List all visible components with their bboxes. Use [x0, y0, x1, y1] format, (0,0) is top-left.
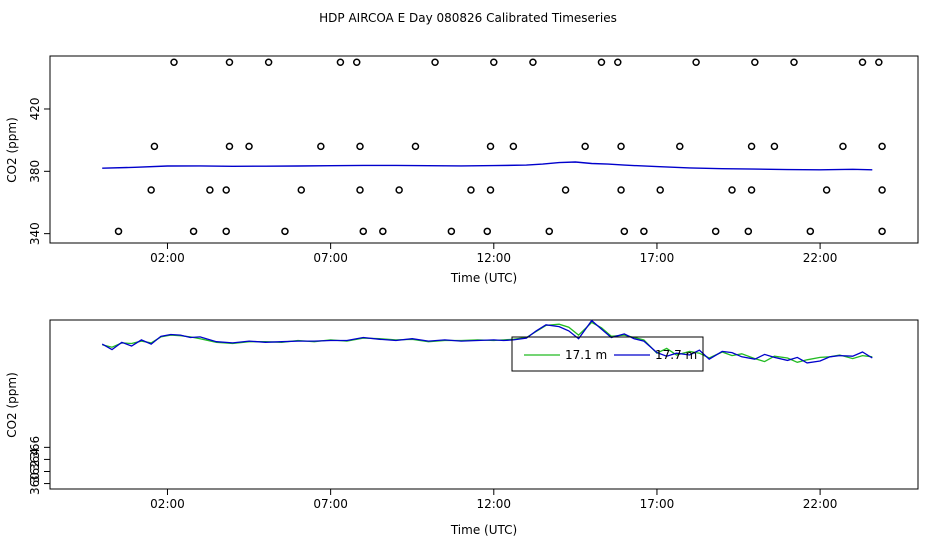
calibration-point: [222, 186, 230, 194]
calibration-point: [467, 186, 475, 194]
calibration-point: [561, 186, 570, 194]
y-tick-label: 380: [28, 160, 42, 183]
bottom-plot-marks: [101, 319, 873, 364]
calibration-point: [114, 227, 123, 236]
calibration-point: [379, 227, 387, 236]
calibration-point: [411, 142, 420, 151]
y-tick-label: 420: [28, 98, 42, 121]
top-plot-marks: [102, 58, 886, 236]
legend-box: [511, 336, 704, 372]
calibration-point: [617, 142, 625, 151]
calibration-point: [483, 227, 492, 236]
top-x-axis: 02:00 07:00 12:00 17:00 22:00: [150, 243, 837, 265]
top-y-axis: 340 380 420: [28, 98, 50, 245]
calibration-point: [225, 142, 234, 151]
calibration-point: [744, 227, 753, 236]
x-tick-label: 17:00: [640, 251, 675, 265]
calibration-point: [352, 58, 361, 66]
x-tick-label: 22:00: [803, 497, 838, 511]
x-tick-label: 22:00: [803, 251, 838, 265]
calibration-point: [317, 142, 325, 151]
series-line-blue: [101, 319, 873, 364]
calibration-point: [878, 186, 886, 194]
calibration-point: [640, 227, 648, 236]
calibration-point: [620, 227, 629, 236]
ambient-co2-line: [102, 161, 873, 171]
calibration-point: [297, 186, 306, 194]
calibration-point: [597, 58, 606, 66]
x-tick-label: 02:00: [150, 251, 185, 265]
bottom-y-axis-label: CO2 (ppm): [5, 372, 19, 438]
calibration-point: [875, 58, 883, 66]
calibration-point: [359, 227, 368, 236]
calibration-point: [222, 227, 230, 236]
legend-label-green: 17.1 m: [565, 348, 607, 362]
calibration-point: [581, 142, 589, 151]
top-y-axis-label: CO2 (ppm): [5, 117, 19, 183]
calibration-point: [728, 186, 736, 194]
calibration-point: [878, 142, 886, 151]
top-panel-frame: [49, 55, 919, 244]
calibration-point: [245, 142, 253, 151]
calibration-point: [395, 186, 403, 194]
x-tick-label: 12:00: [476, 251, 511, 265]
calibration-point: [711, 227, 720, 236]
calibration-point: [747, 142, 756, 151]
top-x-axis-label: Time (UTC): [450, 271, 517, 285]
legend-label-blue: 17.7 m: [655, 348, 697, 362]
calibration-point: [747, 186, 756, 194]
calibration-point: [529, 58, 537, 66]
y-tick-label: 360: [28, 472, 42, 495]
calibration-point: [447, 227, 456, 236]
calibration-point: [281, 227, 289, 236]
calibration-point: [486, 186, 495, 194]
calibration-point: [356, 142, 364, 151]
calibration-point: [806, 227, 815, 236]
x-tick-label: 12:00: [476, 497, 511, 511]
calibration-point: [206, 186, 214, 194]
calibration-point: [225, 58, 234, 66]
calibration-point: [356, 186, 364, 194]
bottom-x-axis: 02:00 07:00 12:00 17:00 22:00: [150, 489, 837, 511]
calibration-point: [676, 142, 684, 151]
y-tick-label: 366: [28, 436, 42, 459]
calibration-point: [150, 142, 159, 151]
calibration-point: [751, 58, 759, 66]
x-tick-label: 07:00: [313, 497, 348, 511]
calibration-point: [770, 142, 779, 151]
y-tick-label: 340: [28, 222, 42, 245]
top-panel: 02:00 07:00 12:00 17:00 22:00 340 380 420 Time…: [5, 55, 919, 285]
y-tick-label: 364: [28, 448, 42, 471]
y-tick-label: 362: [28, 460, 42, 483]
calibration-point: [490, 58, 498, 66]
calibration-point: [545, 227, 554, 236]
x-tick-label: 02:00: [150, 497, 185, 511]
calibration-point: [878, 227, 886, 236]
calibration-point: [264, 58, 273, 66]
bottom-x-axis-label: Time (UTC): [450, 523, 517, 537]
calibration-point: [189, 227, 198, 236]
calibration-point: [431, 58, 439, 66]
calibration-point: [170, 58, 178, 66]
legend: 17.1 m 17.7 m: [511, 336, 704, 372]
calibration-point: [147, 186, 155, 194]
calibration-point: [509, 142, 518, 151]
x-tick-label: 07:00: [313, 251, 348, 265]
calibration-point: [486, 142, 495, 151]
calibration-point: [614, 58, 622, 66]
calibration-point: [617, 186, 625, 194]
calibration-point: [656, 186, 664, 194]
calibration-point: [822, 186, 831, 194]
calibration-point: [336, 58, 345, 66]
chart-title: HDP AIRCOA E Day 080826 Calibrated Times…: [319, 11, 617, 25]
x-tick-label: 17:00: [640, 497, 675, 511]
calibration-point: [858, 58, 867, 66]
calibration-point: [790, 58, 798, 66]
bottom-panel-frame: [49, 319, 919, 490]
calibration-point: [839, 142, 847, 151]
calibration-point: [692, 58, 700, 66]
